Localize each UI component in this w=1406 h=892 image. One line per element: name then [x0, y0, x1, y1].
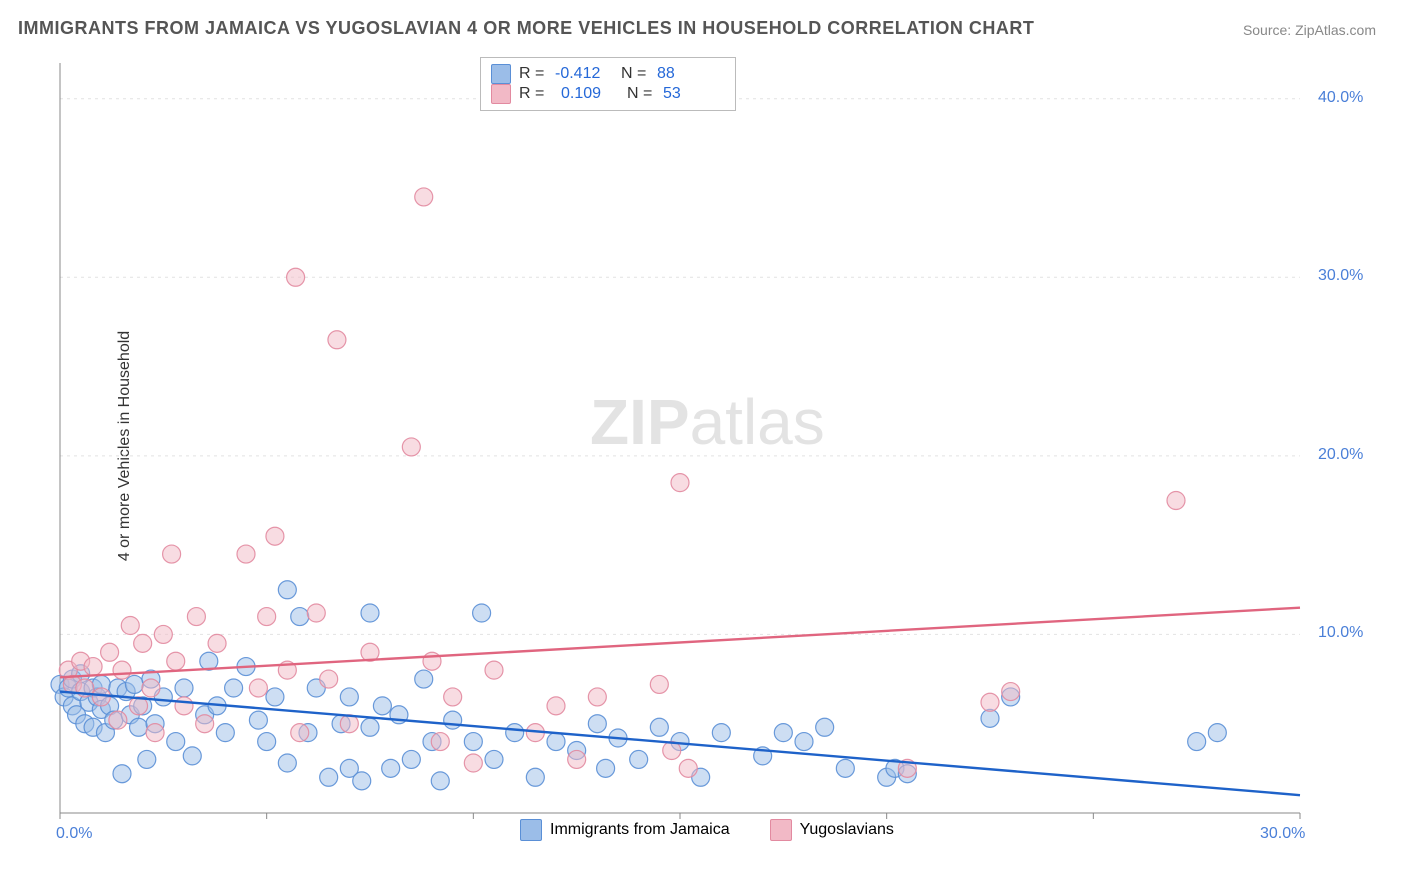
legend-label-jamaica: Immigrants from Jamaica [550, 821, 730, 839]
stats-legend: R = -0.412 N = 88 R = 0.109 N = 53 [480, 57, 736, 111]
swatch-jamaica [491, 64, 511, 84]
source-credit: Source: ZipAtlas.com [1243, 22, 1376, 38]
legend-item-yugoslav: Yugoslavians [770, 819, 894, 841]
r-label: R = [519, 65, 547, 83]
r-label: R = [519, 85, 547, 103]
scatter-chart: ZIPatlas R = -0.412 N = 88 R = 0.109 N =… [50, 55, 1370, 845]
chart-title: IMMIGRANTS FROM JAMAICA VS YUGOSLAVIAN 4… [18, 18, 1034, 39]
y-tick-label: 10.0% [1318, 624, 1363, 642]
legend-item-jamaica: Immigrants from Jamaica [520, 819, 730, 841]
stats-row-yugoslav: R = 0.109 N = 53 [491, 84, 721, 104]
swatch-yugoslav [770, 819, 792, 841]
legend-label-yugoslav: Yugoslavians [800, 821, 894, 839]
n-value-jamaica: 88 [657, 65, 715, 83]
stats-row-jamaica: R = -0.412 N = 88 [491, 64, 721, 84]
r-value-yugoslav: 0.109 [555, 85, 619, 103]
series-legend: Immigrants from Jamaica Yugoslavians [520, 819, 894, 841]
y-tick-label: 30.0% [1318, 267, 1363, 285]
swatch-yugoslav [491, 84, 511, 104]
x-tick-label: 30.0% [1260, 825, 1305, 843]
y-tick-label: 20.0% [1318, 446, 1363, 464]
n-label: N = [627, 85, 655, 103]
x-tick-label: 0.0% [56, 825, 92, 843]
chart-svg [50, 55, 1370, 845]
n-value-yugoslav: 53 [663, 85, 721, 103]
r-value-jamaica: -0.412 [555, 65, 613, 83]
n-label: N = [621, 65, 649, 83]
y-tick-label: 40.0% [1318, 89, 1363, 107]
swatch-jamaica [520, 819, 542, 841]
